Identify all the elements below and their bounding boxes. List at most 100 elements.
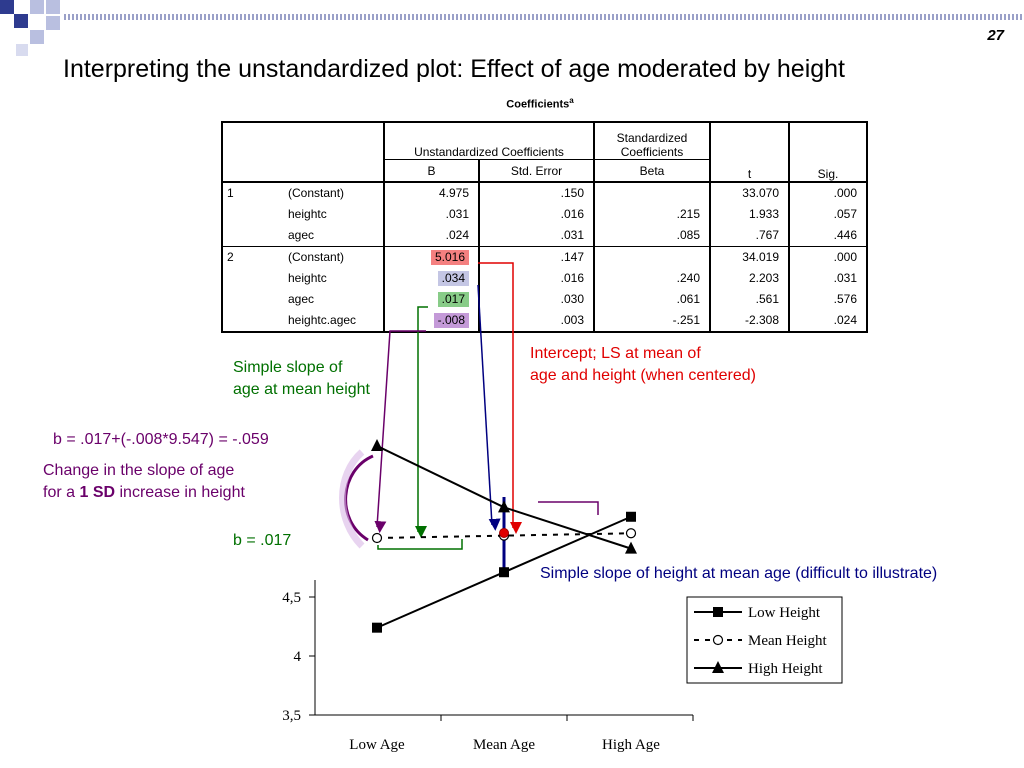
green-bracket [377, 539, 463, 550]
cell-sig: .031 [788, 268, 867, 289]
purple-bracket [538, 501, 599, 515]
y-tick-label: 4,5 [282, 590, 301, 606]
cell-term: (Constant) [284, 246, 384, 268]
mean-height-point [625, 528, 637, 539]
cell-term: heightc.agec [288, 313, 357, 327]
cell-term: agec [288, 292, 315, 306]
cell-beta: -.251 [593, 310, 710, 332]
cell-b-highlight-intercept: 5.016 [383, 246, 479, 268]
cell-beta [593, 181, 710, 204]
cell-sig: .024 [788, 310, 867, 332]
table-row: heightc .034 .016 .240 2.203 .031 [222, 268, 867, 289]
low-height-point [499, 567, 509, 578]
legend-marker [712, 661, 724, 673]
header-std: Standardized Coefficients [593, 122, 710, 160]
cell-t: -2.308 [709, 310, 789, 332]
chart-legend: Low Height Mean Height High Height [686, 596, 843, 684]
cell-se: .150 [478, 181, 594, 204]
deco-square [14, 14, 28, 28]
cell-se: .016 [478, 204, 594, 225]
cell-term: agec [288, 228, 315, 242]
cell-t: 34.019 [709, 246, 789, 268]
legend-label: Mean Height [748, 633, 828, 649]
table-caption: Coefficientsa [506, 96, 574, 111]
b-formula-label: b = .017+(-.008*9.547) = -.059 [53, 431, 269, 448]
cell-t: 2.203 [709, 268, 789, 289]
deco-square [16, 44, 28, 56]
intercept-arrow [478, 262, 522, 534]
cell-b-highlight-interaction: -.008 [383, 310, 479, 332]
chart-axes: 3,5 4 4,5 Low Age Mean Age High Age [282, 580, 694, 753]
low-height-point [372, 622, 382, 633]
cell-term: heightc [288, 207, 327, 221]
cell-beta: .240 [593, 268, 710, 289]
header-b: B [383, 159, 479, 182]
cell-se: .016 [478, 268, 594, 289]
cell-t: .767 [709, 225, 789, 247]
cell-model: 1 [222, 181, 284, 204]
header-beta: Beta [593, 159, 710, 182]
cell-t: 1.933 [709, 204, 789, 225]
height-slope-arrow [477, 284, 501, 531]
x-tick-label: Low Age [349, 737, 405, 753]
cell-sig: .000 [788, 246, 867, 268]
table-row: 2 (Constant) 5.016 .147 34.019 .000 [222, 246, 867, 268]
cell-b: .031 [383, 204, 479, 225]
deco-square [46, 0, 60, 14]
cell-b-highlight-age: .017 [383, 289, 479, 310]
y-tick-label: 4 [294, 649, 302, 665]
table-row: agec .017 .030 .061 .561 .576 [222, 289, 867, 310]
slope-of-height-label: Simple slope of height at mean age (diff… [540, 565, 938, 582]
header-row-1: Unstandardized Coefficients Standardized… [222, 122, 867, 182]
table-row: 1 (Constant) 4.975 .150 33.070 .000 [222, 181, 867, 204]
cell-t: .561 [709, 289, 789, 310]
cell-se: .031 [478, 225, 594, 247]
table-row: heightc .031 .016 .215 1.933 .057 [222, 204, 867, 225]
cell-model: 2 [222, 246, 284, 268]
header-sig: Sig. [788, 122, 867, 182]
slide-title: Interpreting the unstandardized plot: Ef… [63, 55, 846, 83]
mean-height-point [371, 532, 383, 544]
cell-beta: .215 [593, 204, 710, 225]
cell-term: (Constant) [284, 181, 384, 204]
slope-of-age-label: Simple slope of age at mean height [233, 359, 370, 398]
legend-marker [713, 607, 723, 617]
table-row: heightc.agec -.008 .003 -.251 -2.308 .02… [222, 310, 867, 332]
y-tick-label: 3,5 [282, 708, 301, 724]
low-height-point [626, 511, 636, 522]
deco-bar [64, 14, 1024, 20]
connector-arrows [339, 262, 599, 574]
cell-b: .024 [383, 225, 479, 247]
deco-square [46, 16, 60, 30]
cell-sig: .576 [788, 289, 867, 310]
deco-square [30, 30, 44, 44]
cell-t: 33.070 [709, 181, 789, 204]
slide-number: 27 [987, 27, 1004, 44]
cell-sig: .057 [788, 204, 867, 225]
cell-sig: .000 [788, 181, 867, 204]
change-in-slope-label: Change in the slope of age for a 1 SD inc… [43, 462, 245, 501]
b-017-label: b = .017 [233, 532, 292, 549]
legend-label: High Height [748, 661, 823, 677]
deco-square [0, 0, 14, 14]
cell-beta: .061 [593, 289, 710, 310]
cell-b: 4.975 [383, 181, 479, 204]
header-row-2: B Std. Error Beta [222, 159, 867, 182]
intercept-label: Intercept; LS at mean of age and height (… [530, 345, 756, 384]
deco-square [30, 0, 44, 14]
cell-term: heightc [288, 271, 327, 285]
high-height-point [625, 541, 637, 554]
legend-label: Low Height [748, 605, 821, 621]
cell-sig: .446 [788, 225, 867, 247]
cell-beta [593, 246, 710, 268]
intercept-point [499, 528, 509, 538]
cell-beta: .085 [593, 225, 710, 247]
high-height-point [371, 438, 383, 451]
coefficients-table: Unstandardized Coefficients Standardized… [221, 121, 868, 333]
header-unstd: Unstandardized Coefficients [383, 122, 594, 160]
high-height-point [498, 500, 510, 513]
chart-series [371, 438, 637, 633]
curved-arrow-shade [339, 449, 365, 549]
cell-se: .030 [478, 289, 594, 310]
